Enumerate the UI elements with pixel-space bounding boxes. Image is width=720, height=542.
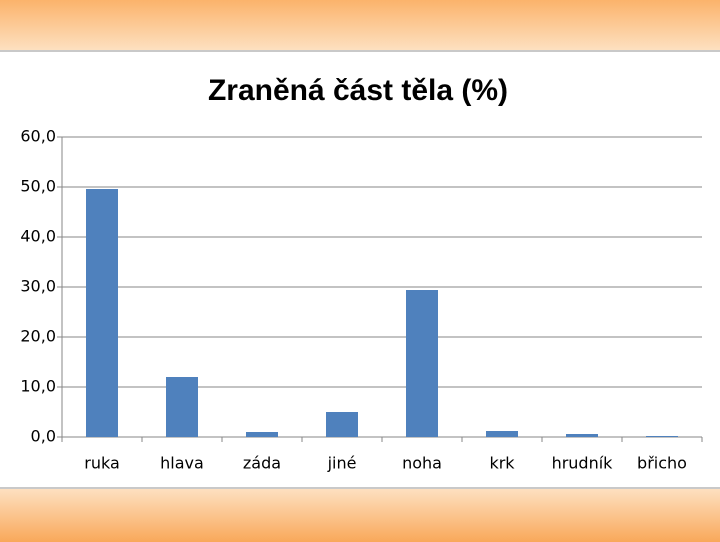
bar (566, 434, 598, 437)
bar (326, 412, 358, 437)
bar (166, 377, 198, 437)
y-tick-label: 60,0 (20, 127, 56, 146)
x-tick-label: hlava (160, 454, 204, 473)
bar (406, 290, 438, 437)
x-tick-label: noha (402, 454, 442, 473)
footer-band (0, 487, 720, 542)
x-tick-label: břicho (637, 454, 687, 473)
y-tick-label: 10,0 (20, 377, 56, 396)
x-tick-label: jiné (327, 454, 357, 473)
y-tick-label: 50,0 (20, 177, 56, 196)
y-tick-label: 40,0 (20, 227, 56, 246)
header-band (0, 0, 720, 52)
x-tick-label: hrudník (552, 454, 614, 473)
x-tick-label: záda (243, 454, 281, 473)
bar (246, 432, 278, 437)
bar (646, 436, 678, 437)
x-tick-label: ruka (84, 454, 120, 473)
bar (486, 431, 518, 437)
y-tick-label: 30,0 (20, 277, 56, 296)
chart-title: Zraněná část těla (%) (208, 74, 508, 107)
y-tick-label: 0,0 (31, 427, 56, 446)
x-tick-label: krk (489, 454, 515, 473)
y-tick-label: 20,0 (20, 327, 56, 346)
bar (86, 189, 118, 437)
